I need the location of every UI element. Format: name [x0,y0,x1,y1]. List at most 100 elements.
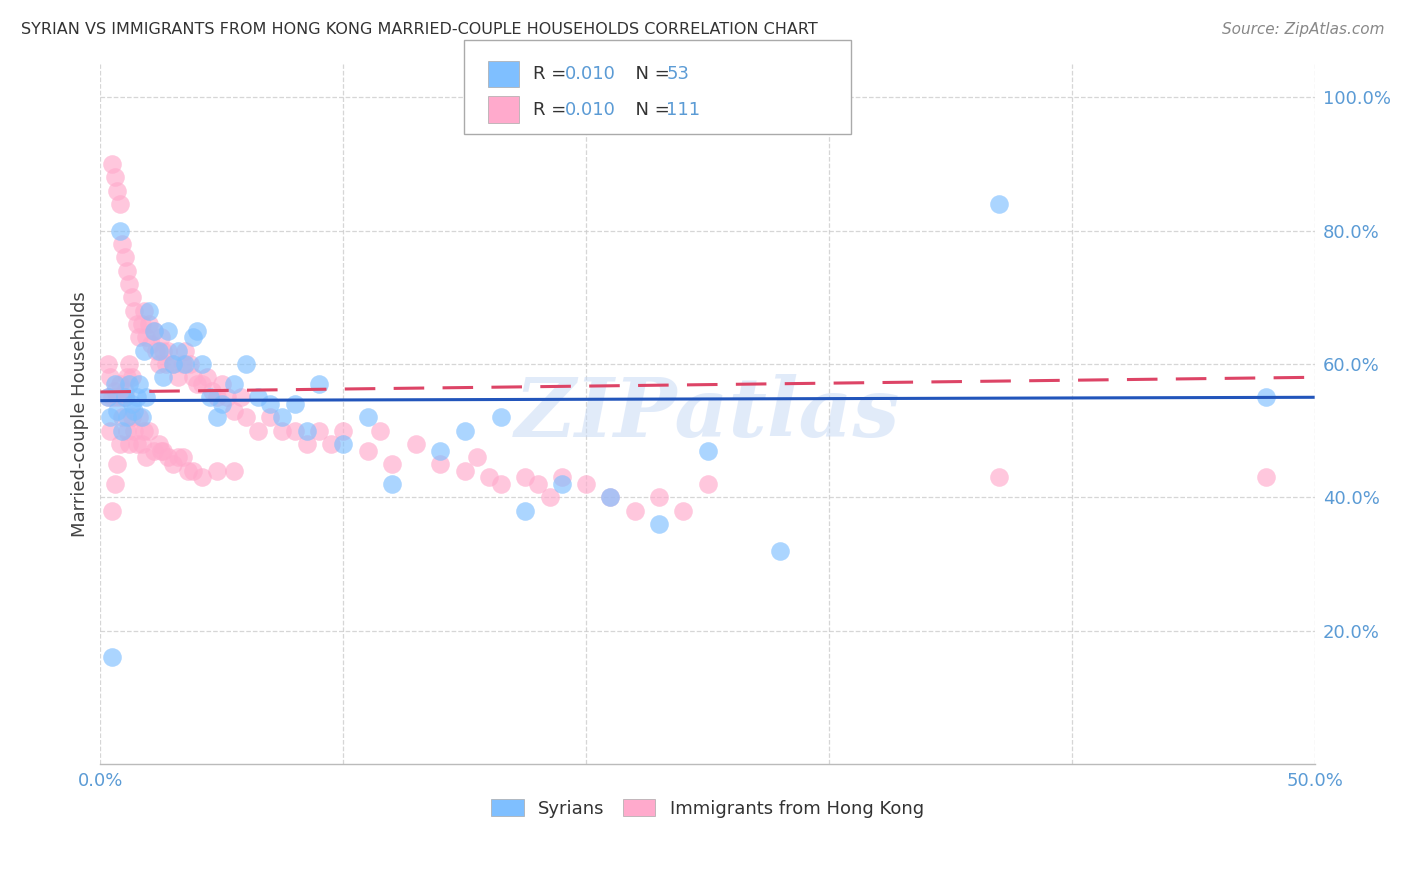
Point [308,376,330,391]
Point [172,357,194,371]
Point [148,357,170,371]
Point [205,464,228,478]
Point [515,470,537,484]
Point [131,410,153,425]
Point [167,370,190,384]
Point [222,403,245,417]
Point [769,543,792,558]
Point [599,490,621,504]
Point [124,403,146,417]
Point [111,410,134,425]
Point [174,343,197,358]
Point [118,357,141,371]
Point [356,410,378,425]
Point [101,650,124,665]
Point [648,490,671,504]
Point [125,437,148,451]
Point [453,464,475,478]
Point [157,343,180,358]
Point [186,376,208,391]
Point [987,197,1010,211]
Text: R =: R = [533,101,572,119]
Point [150,443,173,458]
Point [478,470,501,484]
Point [284,424,307,438]
Point [104,477,127,491]
Point [181,370,204,384]
Point [672,503,695,517]
Point [172,450,194,465]
Point [696,443,718,458]
Point [332,437,354,451]
Point [114,390,136,404]
Point [308,424,330,438]
Point [179,357,201,371]
Point [247,390,270,404]
Point [259,410,281,425]
Point [104,384,127,398]
Point [131,437,153,451]
Point [623,503,645,517]
Point [115,263,138,277]
Point [155,357,177,371]
Point [108,437,131,451]
Point [599,490,621,504]
Point [453,424,475,438]
Point [515,503,537,517]
Text: Source: ZipAtlas.com: Source: ZipAtlas.com [1222,22,1385,37]
Point [152,370,174,384]
Point [114,390,136,404]
Point [648,516,671,531]
Point [429,443,451,458]
Point [191,357,214,371]
Point [271,410,294,425]
Point [295,437,318,451]
Point [332,424,354,438]
Point [284,397,307,411]
Point [115,370,138,384]
Point [231,390,253,404]
Point [138,424,160,438]
Point [135,450,157,465]
Point [489,477,512,491]
Point [381,457,404,471]
Point [114,384,136,398]
Text: R =: R = [533,65,572,83]
Point [118,437,141,451]
Point [215,390,238,404]
Point [538,490,561,504]
Point [105,403,128,417]
Point [201,384,224,398]
Point [295,424,318,438]
Point [118,277,141,291]
Point [141,337,163,351]
Point [108,376,131,391]
Point [157,324,180,338]
Point [108,224,131,238]
Point [97,390,120,404]
Point [222,464,245,478]
Point [162,357,184,371]
Point [150,330,173,344]
Point [114,250,136,264]
Point [132,343,155,358]
Point [205,390,228,404]
Point [405,437,427,451]
Point [167,343,190,358]
Point [98,370,121,384]
Point [1254,390,1277,404]
Point [551,470,574,484]
Point [131,317,153,331]
Point [195,370,218,384]
Point [98,424,121,438]
Point [235,357,257,371]
Text: 0.010: 0.010 [565,65,616,83]
Point [121,410,143,425]
Point [489,410,512,425]
Point [271,424,294,438]
Text: 111: 111 [666,101,700,119]
Point [152,443,174,458]
Point [211,397,233,411]
Point [174,357,197,371]
Point [118,376,141,391]
